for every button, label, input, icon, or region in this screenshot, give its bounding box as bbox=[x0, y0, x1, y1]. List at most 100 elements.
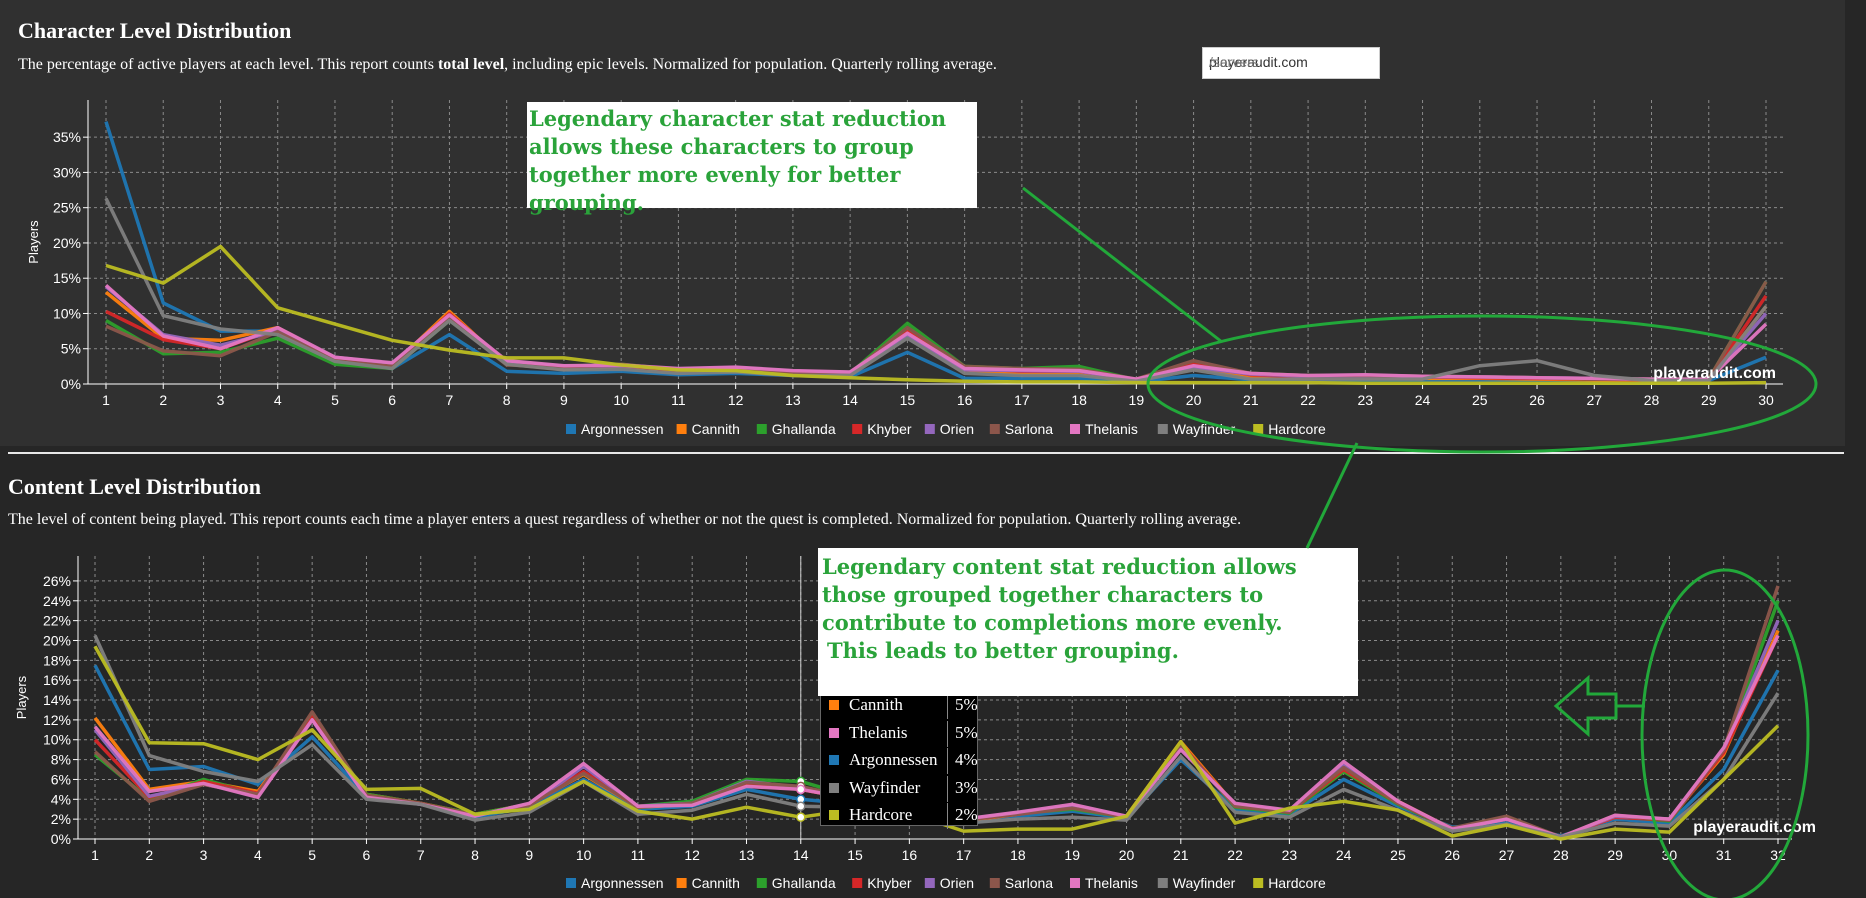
watermark: playeraudit.com bbox=[1653, 365, 1776, 382]
x-tick-label: 5 bbox=[308, 847, 316, 863]
x-tick-label: 23 bbox=[1282, 847, 1298, 863]
y-tick-label: 10% bbox=[43, 732, 71, 748]
tooltip-value: 2% bbox=[955, 805, 978, 824]
x-tick-label: 8 bbox=[503, 392, 511, 408]
y-tick-label: 25% bbox=[53, 200, 81, 216]
legend-label-argonnessen: Argonnessen bbox=[581, 421, 664, 437]
x-tick-label: 4 bbox=[274, 392, 282, 408]
x-tick-label: 22 bbox=[1227, 847, 1243, 863]
legend-swatch-argonnessen bbox=[566, 424, 576, 434]
x-tick-label: 19 bbox=[1129, 392, 1145, 408]
content-level-chart: 0%2%4%6%8%10%12%14%16%18%20%22%24%26%1 2 3… bbox=[14, 556, 1816, 891]
x-tick-label: 15 bbox=[847, 847, 863, 863]
x-tick-label: 10 bbox=[613, 392, 629, 408]
x-tick-label: 17 bbox=[1014, 392, 1030, 408]
x-tick-label: 21 bbox=[1243, 392, 1259, 408]
x-tick-label: 17 bbox=[956, 847, 972, 863]
y-tick-label: 0% bbox=[61, 376, 81, 392]
x-tick-label: 1 bbox=[91, 847, 99, 863]
tooltip-series-name: Wayfinder bbox=[849, 777, 921, 797]
tooltip-value: 4% bbox=[955, 750, 978, 769]
legend-swatch-khyber bbox=[852, 878, 863, 888]
annotation-content-reduction: Legendary content stat reduction allows … bbox=[818, 548, 1358, 696]
annotation-content-line1: Legendary content stat reduction allows … bbox=[822, 554, 1297, 635]
y-tick-label: 30% bbox=[53, 164, 81, 180]
character-level-chart: 0%5%10%15%20%25%30%35%1 2 3 4 5 6 7 8 9 10 11 12 13 1… bbox=[26, 100, 1783, 437]
tooltip-row: Cannith 5% bbox=[827, 693, 978, 719]
y-tick-label: 5% bbox=[61, 341, 81, 357]
x-tick-label: 11 bbox=[671, 392, 686, 408]
hover-tooltip: Cannith 5% Thelanis 5% Argonnessen 4% Wayfinde… bbox=[820, 688, 978, 829]
x-tick-label: 25 bbox=[1390, 847, 1406, 863]
x-tick-label: 22 bbox=[1300, 392, 1316, 408]
legend-label-khyber: Khyber bbox=[867, 421, 912, 437]
legend-swatch-hardcore bbox=[1253, 878, 1264, 888]
content-level-title: Content Level Distribution bbox=[8, 474, 261, 499]
watermark: playeraudit.com bbox=[1693, 819, 1816, 836]
x-tick-label: 3 bbox=[200, 847, 208, 863]
tooltip-series-name: Argonnessen bbox=[849, 750, 938, 769]
y-tick-label: 20% bbox=[43, 632, 71, 648]
legend-swatch-sarlona bbox=[989, 424, 1000, 434]
tooltip-separator bbox=[947, 748, 948, 774]
x-tick-label: 3 bbox=[217, 392, 225, 408]
y-axis-label: Players bbox=[26, 220, 41, 264]
tooltip-separator bbox=[947, 693, 948, 719]
x-tick-label: 30 bbox=[1758, 392, 1774, 408]
x-tick-label: 13 bbox=[739, 847, 755, 863]
legend-swatch-cannith bbox=[676, 424, 687, 434]
legend-label-hardcore: Hardcore bbox=[1268, 421, 1326, 437]
y-tick-label: 10% bbox=[53, 305, 81, 321]
x-tick-label: 2 bbox=[145, 847, 153, 863]
tooltip-row: Wayfinder 3% bbox=[827, 775, 978, 802]
tooltip-value: 3% bbox=[955, 777, 978, 797]
tooltip-swatch bbox=[829, 727, 839, 738]
tooltip-swatch bbox=[829, 700, 839, 710]
hover-point-wayfinder bbox=[796, 801, 806, 811]
y-tick-label: 35% bbox=[53, 129, 81, 145]
legend-label-argonnessen: Argonnessen bbox=[581, 875, 664, 891]
y-tick-label: 20% bbox=[53, 235, 81, 251]
hover-point-thelanis bbox=[796, 784, 806, 795]
legend-swatch-cannith bbox=[676, 878, 687, 888]
legend-swatch-sarlona bbox=[989, 878, 1000, 888]
legend-swatch-wayfinder bbox=[1157, 424, 1168, 434]
x-tick-label: 15 bbox=[900, 392, 916, 408]
content-level-description: The level of content being played. This … bbox=[8, 511, 1242, 528]
tooltip-separator bbox=[947, 775, 948, 802]
x-tick-label: 32 bbox=[1770, 847, 1786, 863]
legend-swatch-thelanis bbox=[1070, 424, 1080, 434]
x-tick-label: 11 bbox=[631, 847, 646, 863]
x-tick-label: 24 bbox=[1336, 847, 1352, 863]
tooltip-value: 5% bbox=[955, 722, 978, 742]
tooltip-row: Thelanis 5% bbox=[827, 720, 978, 747]
legend-label-hardcore: Hardcore bbox=[1268, 875, 1326, 891]
tooltip-value: 5% bbox=[955, 695, 978, 714]
legend-swatch-thelanis bbox=[1070, 878, 1080, 888]
x-tick-label: 20 bbox=[1186, 392, 1202, 408]
x-tick-label: 27 bbox=[1586, 392, 1602, 408]
legend-label-orien: Orien bbox=[940, 421, 974, 437]
y-tick-label: 16% bbox=[43, 672, 71, 688]
legend-swatch-wayfinder bbox=[1157, 878, 1168, 888]
character-level-description: The percentage of active players at each… bbox=[18, 56, 997, 73]
annotation-character-reduction: Legendary character stat reduction allow… bbox=[527, 102, 977, 215]
legend-label-orien: Orien bbox=[940, 875, 974, 891]
legend-label-wayfinder: Wayfinder bbox=[1173, 421, 1236, 437]
legend-swatch-orien bbox=[924, 878, 935, 888]
tooltip-series-name: Hardcore bbox=[849, 805, 913, 824]
y-tick-label: 0% bbox=[51, 831, 71, 847]
x-tick-label: 26 bbox=[1529, 392, 1545, 408]
y-axis-label: Players bbox=[14, 675, 29, 719]
series-line-wayfinder bbox=[104, 197, 1768, 383]
y-tick-label: 15% bbox=[53, 270, 81, 286]
x-tick-label: 27 bbox=[1499, 847, 1515, 863]
url-box[interactable]: playeraudit.com/servers bbox=[1202, 47, 1380, 79]
y-tick-label: 22% bbox=[43, 613, 71, 629]
x-tick-label: 13 bbox=[785, 392, 801, 408]
tooltip-row: Hardcore 2% bbox=[827, 803, 978, 829]
tooltip-series-name: Cannith bbox=[849, 695, 903, 714]
x-tick-label: 30 bbox=[1662, 847, 1678, 863]
x-tick-label: 21 bbox=[1173, 847, 1189, 863]
section-divider bbox=[8, 452, 1844, 454]
